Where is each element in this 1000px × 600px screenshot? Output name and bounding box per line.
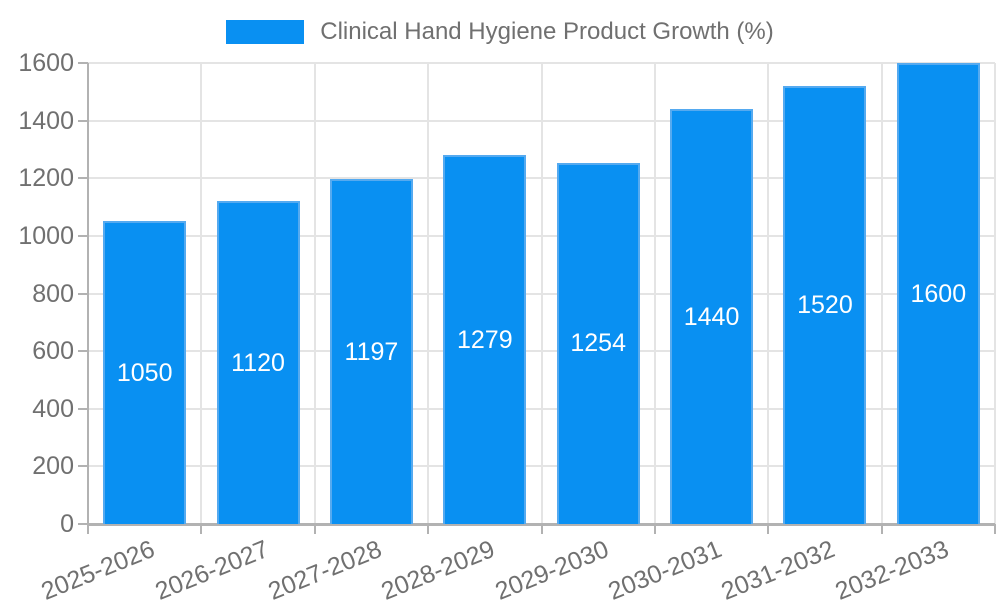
bar[interactable] bbox=[896, 63, 980, 524]
bar[interactable] bbox=[103, 221, 187, 524]
legend-label: Clinical Hand Hygiene Product Growth (%) bbox=[320, 18, 774, 45]
gridline-vertical bbox=[767, 63, 770, 524]
y-axis-tick-label: 600 bbox=[32, 337, 74, 366]
y-tick-mark bbox=[78, 62, 88, 64]
y-axis-tick-label: 1600 bbox=[18, 49, 74, 77]
y-tick-mark bbox=[78, 523, 88, 525]
x-tick-mark bbox=[653, 524, 656, 534]
y-tick-mark bbox=[78, 350, 88, 353]
bar[interactable] bbox=[216, 201, 300, 524]
x-axis-tick-label: 2031-2032 bbox=[717, 535, 840, 600]
x-tick-mark bbox=[880, 524, 883, 534]
x-axis-tick-label: 2029-2030 bbox=[490, 535, 613, 600]
x-axis-tick-label: 2032-2033 bbox=[831, 535, 953, 600]
y-axis-tick-label: 0 bbox=[60, 510, 74, 538]
y-axis-tick-label: 400 bbox=[32, 394, 74, 423]
x-tick-mark bbox=[540, 524, 543, 534]
gridline-vertical bbox=[200, 63, 203, 524]
legend-swatch-icon bbox=[226, 20, 305, 44]
x-tick-mark bbox=[200, 524, 203, 534]
y-axis-tick-label: 800 bbox=[32, 279, 74, 308]
y-axis-tick-label: 1000 bbox=[18, 221, 74, 250]
y-tick-mark bbox=[78, 177, 88, 180]
x-axis-tick-label: 2027-2028 bbox=[264, 535, 386, 600]
x-tick-mark bbox=[87, 524, 89, 534]
y-tick-mark bbox=[78, 119, 88, 122]
y-tick-mark bbox=[78, 292, 88, 295]
y-axis-tick-label: 200 bbox=[32, 452, 74, 481]
x-axis-tick-label: 2026-2027 bbox=[150, 535, 273, 600]
bar[interactable] bbox=[329, 179, 413, 524]
y-axis-tick-label: 1200 bbox=[18, 164, 74, 193]
y-axis-tick-label: 1400 bbox=[18, 106, 74, 135]
x-tick-mark bbox=[767, 524, 770, 534]
gridline-vertical bbox=[540, 63, 543, 524]
gridline-vertical bbox=[994, 63, 996, 524]
x-axis-tick-label: 2028-2029 bbox=[377, 535, 499, 600]
y-tick-mark bbox=[78, 407, 88, 410]
x-axis-tick-label: 2030-2031 bbox=[604, 535, 726, 600]
y-axis-line bbox=[87, 63, 89, 524]
y-tick-mark bbox=[78, 234, 88, 237]
x-tick-mark bbox=[427, 524, 430, 534]
bar[interactable] bbox=[670, 109, 754, 524]
bar[interactable] bbox=[783, 86, 867, 524]
x-tick-mark bbox=[994, 524, 996, 534]
x-axis-tick-label: 2025-2026 bbox=[37, 535, 159, 600]
x-tick-mark bbox=[313, 524, 316, 534]
chart-legend[interactable]: Clinical Hand Hygiene Product Growth (%) bbox=[0, 18, 1000, 46]
gridline-vertical bbox=[880, 63, 883, 524]
y-tick-mark bbox=[78, 465, 88, 468]
bar[interactable] bbox=[443, 155, 527, 524]
gridline-vertical bbox=[653, 63, 656, 524]
x-axis-line bbox=[87, 523, 995, 526]
bar[interactable] bbox=[556, 162, 640, 524]
gridline-vertical bbox=[427, 63, 430, 524]
gridline-vertical bbox=[313, 63, 316, 524]
